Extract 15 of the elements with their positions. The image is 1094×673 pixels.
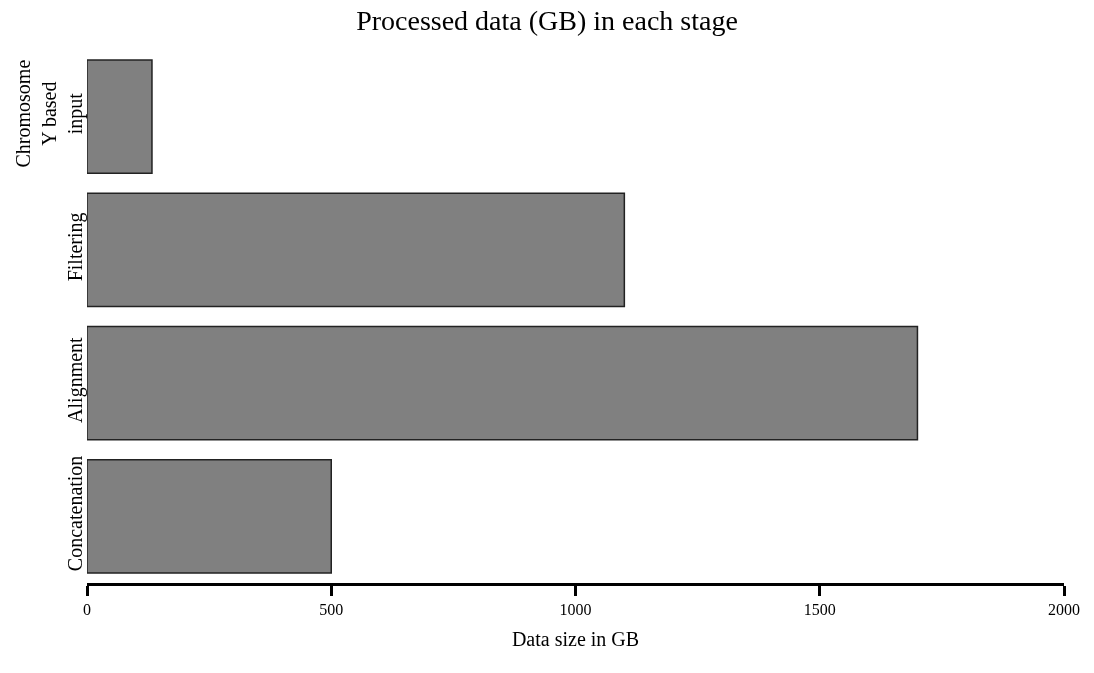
x-tick-label: 1000 [559, 601, 592, 619]
x-axis-title: Data size in GB [511, 627, 640, 650]
y-tick-label: Concatenation [64, 455, 86, 572]
x-tick-label: 500 [319, 601, 344, 619]
y-tick-label: Alignment [64, 336, 87, 423]
bar [87, 59, 153, 175]
chart-title: Processed data (GB) in each stage [356, 4, 738, 36]
x-tick-label: 2000 [1048, 601, 1080, 619]
x-tick-label: 1500 [803, 601, 836, 619]
y-tick-label: Chromosome Y based input [12, 59, 87, 168]
bar [87, 192, 626, 308]
bar [87, 325, 919, 441]
bar [87, 458, 332, 574]
y-tick-label: Filtering [64, 212, 87, 282]
x-tick-label: 0 [83, 601, 91, 619]
